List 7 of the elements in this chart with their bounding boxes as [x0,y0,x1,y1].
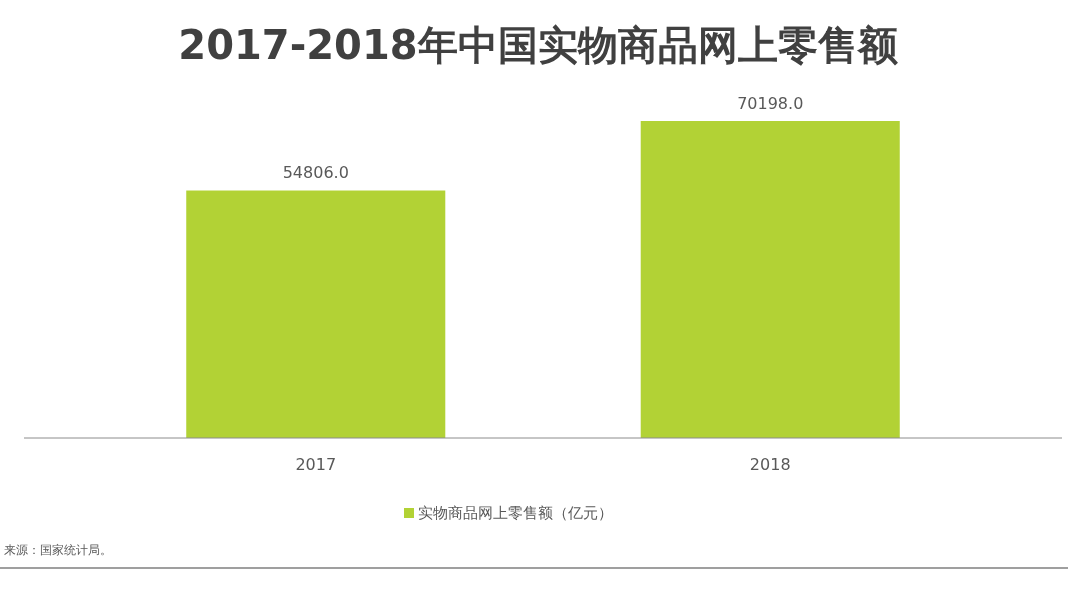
data-label: 54806.0 [282,163,349,183]
chart-title: 2017-2018年中国实物商品网上零售额 [178,22,898,68]
data-label: 70198.0 [737,93,804,113]
legend-label: 实物商品网上零售额（亿元） [418,504,613,522]
x-tick-label: 2017 [295,454,337,474]
x-tick-label: 2018 [749,454,791,474]
source-note: 来源：国家统计局。 [4,543,112,557]
